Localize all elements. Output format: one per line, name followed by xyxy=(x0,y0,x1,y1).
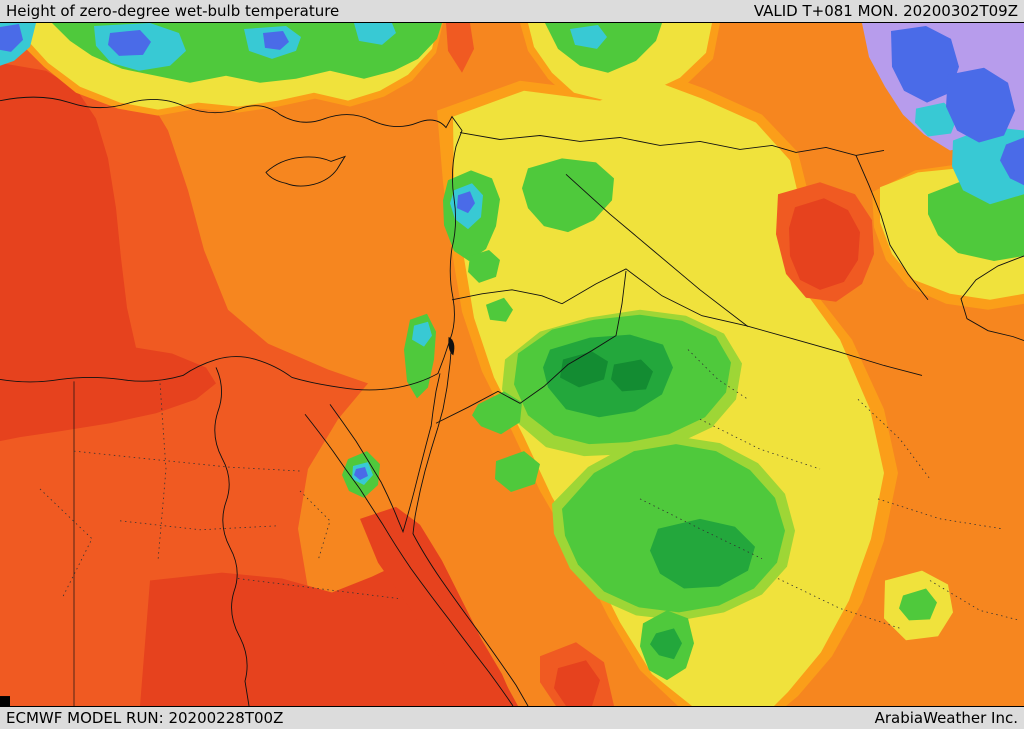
contour-deepgreen-speck-2 xyxy=(611,359,653,392)
contour-cyan-band-4 xyxy=(570,24,607,49)
coastline-redsea-west xyxy=(304,414,514,706)
map-linework xyxy=(0,96,1024,706)
contour-blue-topleft-dot xyxy=(0,23,23,52)
contour-blue-band-dot-1 xyxy=(108,29,151,56)
coastline-sinai xyxy=(329,404,432,534)
contour-deepgreen-speck-1 xyxy=(560,351,608,388)
contour-map-canvas xyxy=(0,23,1024,706)
contour-blue-lebanon-dot xyxy=(457,191,475,214)
border-turkey-syria xyxy=(459,132,885,156)
contour-darkgreen-north-core xyxy=(543,334,673,418)
contour-red-bottom-streak xyxy=(554,660,600,706)
border-iraq-iran xyxy=(855,155,929,301)
contour-green-jordan-speck xyxy=(486,297,513,322)
coastline-mediterranean xyxy=(0,96,463,391)
dead-sea xyxy=(448,336,455,356)
contour-cyan-topright-1 xyxy=(915,102,958,137)
border-syria-iraq xyxy=(565,174,749,328)
contour-green-bottomright-speck xyxy=(899,588,937,621)
contour-cyan-band-3 xyxy=(354,23,396,45)
border-jordan-saudi xyxy=(435,270,627,424)
contour-darkgreen-south-core xyxy=(650,518,755,589)
border-iraq-saudi xyxy=(561,268,923,376)
contour-green-galilee xyxy=(468,250,500,283)
contour-blue-topright-1 xyxy=(891,25,959,103)
contour-green-small-1 xyxy=(472,391,522,435)
model-run-label: ECMWF MODEL RUN: 20200228T00Z xyxy=(6,709,284,727)
dotted-border-11 xyxy=(687,349,749,400)
dotted-border-8 xyxy=(777,578,901,629)
dotted-border-3 xyxy=(157,383,167,561)
border-israel-jordan xyxy=(437,339,453,428)
contour-green-small-2 xyxy=(495,451,540,492)
contour-layer-darkgreen xyxy=(543,334,755,660)
contour-darkgreen-south-speck xyxy=(650,628,682,660)
contour-cyan-sinai xyxy=(412,321,432,347)
valid-time-label: VALID T+081 MON. 20200302T09Z xyxy=(753,2,1018,20)
weather-map xyxy=(0,22,1024,707)
title-bar: Height of zero-degree wet-bulb temperatu… xyxy=(0,0,1024,22)
dotted-border-9 xyxy=(877,498,1003,530)
brand-label: ArabiaWeather Inc. xyxy=(874,709,1018,727)
contour-layer-blue xyxy=(0,23,1024,480)
dotted-border-4 xyxy=(237,578,399,599)
contour-layer-red-patch xyxy=(789,198,860,290)
contour-blue-sinai-dot xyxy=(354,467,368,480)
dotted-border-12 xyxy=(929,580,1021,621)
contour-blue-topright-2 xyxy=(946,67,1015,143)
dotted-border-2 xyxy=(119,520,279,531)
status-bar: ECMWF MODEL RUN: 20200228T00Z ArabiaWeat… xyxy=(0,707,1024,729)
map-title: Height of zero-degree wet-bulb temperatu… xyxy=(6,2,340,20)
border-syria-jordan xyxy=(451,289,563,305)
contour-red-nwsaudi xyxy=(789,198,860,290)
contour-layer-deepgreen xyxy=(560,351,653,392)
contour-redorange-top-streak xyxy=(446,23,474,73)
contour-blue-band-dot-2 xyxy=(263,30,289,50)
nile-river xyxy=(214,367,250,706)
border-egypt-israel xyxy=(430,373,441,428)
coastline-cyprus xyxy=(265,155,347,187)
contour-green-syria-blob xyxy=(522,158,614,233)
dotted-border-13 xyxy=(299,490,331,561)
dotted-border-7 xyxy=(857,399,931,480)
contour-red-far-west xyxy=(0,62,216,442)
frame-corner-mark xyxy=(0,696,10,706)
dotted-border-1 xyxy=(73,450,301,472)
coastline-redsea-east xyxy=(412,427,529,706)
contour-blue-right-edge xyxy=(1000,137,1024,186)
contour-layer-red xyxy=(0,62,600,706)
map-dotted-borders xyxy=(39,349,1021,629)
coastline-persian-gulf xyxy=(960,255,1024,342)
